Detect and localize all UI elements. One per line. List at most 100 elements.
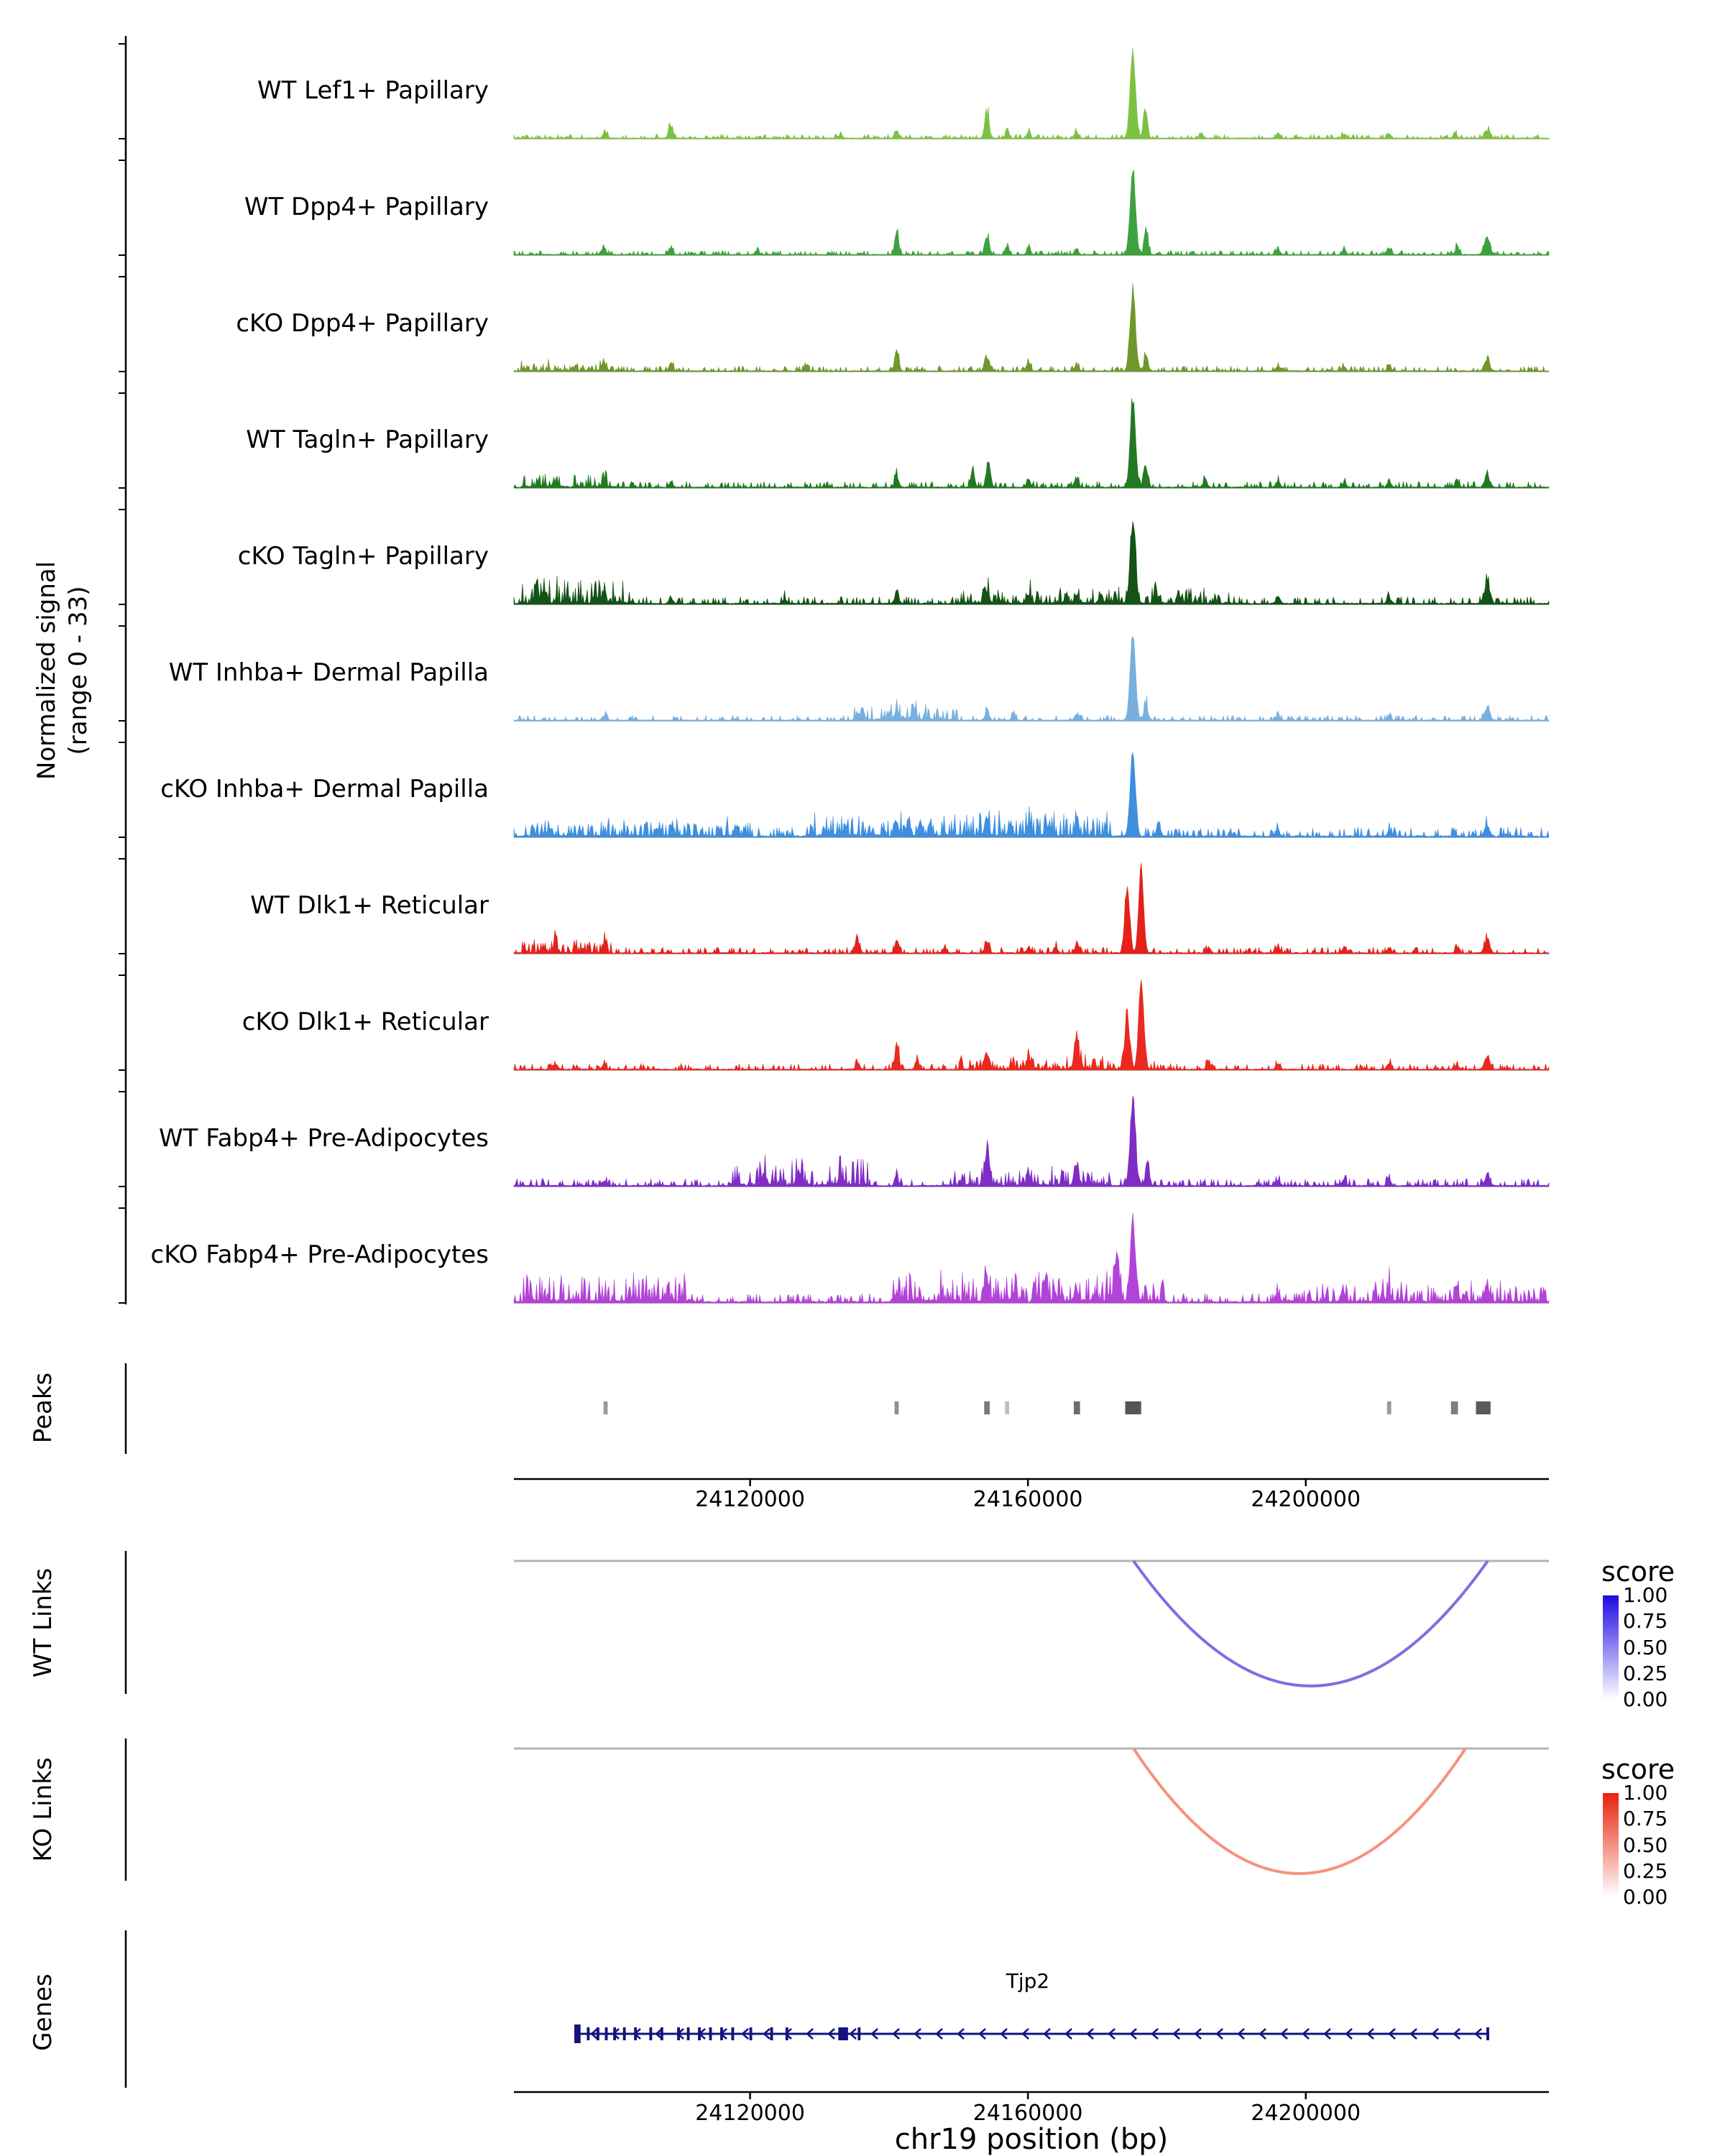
ko-score-colorbar xyxy=(1603,1793,1619,1897)
position-axis-tick-label: 24120000 xyxy=(695,2101,805,2126)
gene-strand-arrow xyxy=(1280,2028,1288,2040)
peaks-axis-tick-label: 24160000 xyxy=(972,1487,1083,1512)
ko-score-tick-label: 0.00 xyxy=(1623,1885,1668,1909)
track-label: cKO Fabp4+ Pre-Adipocytes xyxy=(150,1240,489,1269)
signal-track-area xyxy=(513,862,1550,954)
gene-exon-box xyxy=(731,2027,735,2040)
genes-section-label: Genes xyxy=(29,1973,58,2051)
wt-score-colorbar xyxy=(1603,1595,1619,1700)
gene-strand-arrow xyxy=(1086,2028,1094,2040)
peak-interval-box xyxy=(603,1401,608,1414)
gene-strand-arrow xyxy=(612,2028,620,2040)
gene-strand-arrow xyxy=(1108,2028,1116,2040)
gene-strand-arrow xyxy=(1323,2028,1331,2040)
signal-track-area xyxy=(513,169,1550,256)
track-label: cKO Inhba+ Dermal Papilla xyxy=(160,775,489,803)
ko-score-tick-label: 0.25 xyxy=(1623,1858,1668,1883)
gene-strand-arrow xyxy=(1259,2028,1266,2040)
gene-exon-box xyxy=(574,2024,581,2043)
wt-link-arc xyxy=(1132,1560,1489,1687)
peak-interval-box xyxy=(984,1401,990,1414)
track-label: cKO Tagln+ Papillary xyxy=(237,542,489,571)
gene-strand-arrow xyxy=(1409,2028,1417,2040)
position-axis-tick-label: 24200000 xyxy=(1251,2101,1361,2126)
gene-strand-arrow xyxy=(1431,2028,1439,2040)
gene-exon-box xyxy=(785,2027,788,2040)
gene-strand-arrow xyxy=(1453,2028,1460,2040)
gene-exon-box xyxy=(1486,2027,1489,2040)
wt-score-tick-label: 0.50 xyxy=(1623,1635,1668,1659)
peaks-axis-tick-label: 24200000 xyxy=(1251,1487,1361,1512)
gene-strand-arrow xyxy=(655,2028,663,2040)
peak-interval-box xyxy=(1125,1401,1141,1414)
signal-track-area xyxy=(513,1095,1550,1187)
signal-track-area xyxy=(513,1212,1550,1304)
track-label: WT Tagln+ Papillary xyxy=(246,425,489,454)
gene-strand-arrow xyxy=(1064,2028,1072,2040)
wt-score-legend-title: score xyxy=(1601,1556,1675,1588)
gene-strand-arrow xyxy=(1194,2028,1202,2040)
signal-track-area xyxy=(513,635,1550,722)
gene-strand-arrow xyxy=(1366,2028,1374,2040)
wt-score-tick-label: 0.00 xyxy=(1623,1687,1668,1711)
ko-score-legend-title: score xyxy=(1601,1754,1675,1785)
ko-link-arc xyxy=(1132,1747,1467,1875)
peak-interval-box xyxy=(1476,1401,1491,1414)
gene-strand-arrow xyxy=(914,2028,921,2040)
ko-links-section-label: KO Links xyxy=(29,1757,58,1862)
gene-strand-arrow xyxy=(957,2028,965,2040)
ko-score-tick-label: 0.50 xyxy=(1623,1833,1668,1857)
peak-interval-box xyxy=(1386,1401,1392,1414)
peak-interval-box xyxy=(1005,1401,1010,1414)
gene-exon-box xyxy=(686,2027,690,2040)
gene-strand-arrow xyxy=(978,2028,986,2040)
gene-exon-box xyxy=(660,2027,663,2040)
gene-strand-arrow xyxy=(1129,2028,1137,2040)
gene-strand-arrow xyxy=(1388,2028,1396,2040)
gene-exon-box xyxy=(649,2027,653,2040)
peaks-axis-tick-label: 24120000 xyxy=(695,1487,805,1512)
gene-exon-box xyxy=(597,2027,599,2040)
ko-score-tick-label: 1.00 xyxy=(1623,1781,1668,1805)
gene-exon-box xyxy=(677,2027,680,2040)
gene-strand-arrow xyxy=(1345,2028,1353,2040)
gene-exon-box xyxy=(604,2027,608,2040)
gene-strand-arrow xyxy=(1474,2028,1482,2040)
gene-strand-arrow xyxy=(590,2028,598,2040)
wt-links-section-label: WT Links xyxy=(29,1567,58,1678)
signal-track-area xyxy=(513,283,1550,372)
gene-exon-box xyxy=(720,2027,723,2040)
track-label: WT Dpp4+ Papillary xyxy=(244,193,489,221)
gene-exon-box xyxy=(622,2027,626,2040)
gene-strand-arrow xyxy=(1021,2028,1029,2040)
gene-exon-box xyxy=(709,2027,712,2040)
signal-track-area xyxy=(513,521,1550,605)
track-label: cKO Dlk1+ Reticular xyxy=(242,1008,489,1036)
gene-strand-arrow xyxy=(741,2028,749,2040)
gene-exon-box xyxy=(586,2027,590,2040)
gene-strand-arrow xyxy=(870,2028,878,2040)
signal-track-area xyxy=(513,752,1550,838)
peak-interval-box xyxy=(1073,1401,1080,1414)
position-axis-tick-label: 24160000 xyxy=(972,2101,1083,2126)
gene-strand-arrow xyxy=(849,2028,857,2040)
signal-track-area xyxy=(513,397,1550,489)
gene-strand-arrow xyxy=(1237,2028,1245,2040)
peaks-section-label: Peaks xyxy=(29,1372,58,1444)
gene-strand-arrow xyxy=(1043,2028,1051,2040)
track-label: WT Inhba+ Dermal Papilla xyxy=(168,658,489,687)
gene-strand-arrow xyxy=(1172,2028,1180,2040)
gene-strand-arrow xyxy=(1215,2028,1223,2040)
x-axis-title: chr19 position (bp) xyxy=(894,2123,1169,2156)
signal-track-area xyxy=(513,979,1550,1071)
gene-exon-box xyxy=(634,2027,638,2040)
wt-score-tick-label: 0.75 xyxy=(1623,1609,1668,1634)
wt-score-tick-label: 1.00 xyxy=(1623,1583,1668,1607)
gene-exon-box xyxy=(613,2027,617,2040)
peak-interval-box xyxy=(894,1401,899,1414)
ko-score-tick-label: 0.75 xyxy=(1623,1807,1668,1831)
gene-strand-arrow xyxy=(1000,2028,1008,2040)
gene-strand-arrow xyxy=(1151,2028,1159,2040)
gene-exon-box xyxy=(698,2027,701,2040)
